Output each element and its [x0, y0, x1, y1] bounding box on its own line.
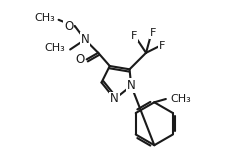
Text: O: O — [75, 53, 84, 66]
Text: CH₃: CH₃ — [44, 43, 65, 53]
Text: CH₃: CH₃ — [171, 94, 192, 104]
Text: N: N — [110, 93, 119, 105]
Text: N: N — [81, 33, 89, 46]
Text: N: N — [127, 79, 135, 92]
Text: F: F — [159, 41, 165, 51]
Text: O: O — [64, 20, 73, 33]
Text: F: F — [131, 31, 137, 41]
Text: CH₃: CH₃ — [34, 13, 55, 23]
Text: F: F — [150, 28, 157, 38]
